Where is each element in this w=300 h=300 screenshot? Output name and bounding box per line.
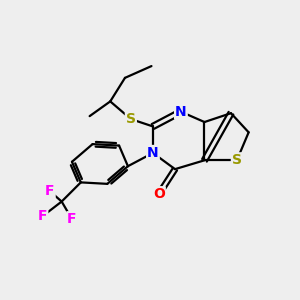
Text: F: F (38, 209, 47, 223)
Text: S: S (126, 112, 136, 126)
Text: S: S (232, 153, 242, 167)
Text: N: N (147, 146, 159, 160)
Text: O: O (153, 187, 165, 201)
Text: F: F (67, 212, 77, 226)
Text: N: N (175, 105, 187, 119)
Text: F: F (45, 184, 55, 198)
